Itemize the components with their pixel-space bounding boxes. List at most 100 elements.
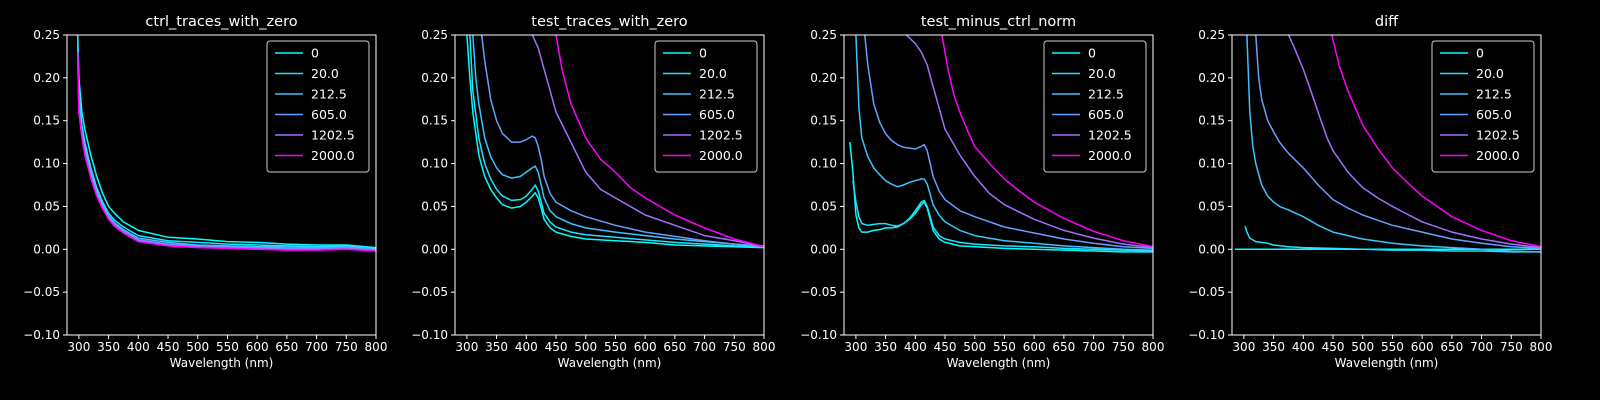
legend-label: 605.0 [1476, 107, 1512, 122]
panel-4: 300 350 400 450 500 550 600 650 700 750 800 −0.10 −0… [1188, 14, 1552, 370]
x-tick-label: 600 [634, 340, 657, 354]
legend-label: 605.0 [1088, 107, 1124, 122]
x-tick-label: 750 [723, 340, 746, 354]
y-tick-label: 0.00 [810, 242, 837, 256]
legend: 0 20.0 212.5 605.0 1202.5 2000.0 [1431, 40, 1535, 173]
series-line-2 [76, 35, 376, 250]
series-line-4 [864, 35, 1153, 250]
y-tick-label: 0.15 [421, 114, 448, 128]
axes-frame [454, 34, 765, 336]
legend-label: 1202.5 [1476, 128, 1520, 143]
x-tick-label: 400 [515, 340, 538, 354]
x-tick-label: 550 [216, 340, 239, 354]
y-tick-label: −0.10 [800, 328, 837, 342]
x-tick-label: 500 [186, 340, 209, 354]
legend-label: 212.5 [699, 87, 735, 102]
y-tick-label: −0.05 [411, 285, 448, 299]
series-line-5 [1287, 35, 1541, 249]
legend-label: 212.5 [1476, 87, 1512, 102]
x-tick-label: 800 [1142, 340, 1165, 354]
x-tick-label: 700 [693, 340, 716, 354]
series-line-1 [76, 35, 376, 249]
series-line-2 [1244, 225, 1541, 253]
x-tick-label: 800 [1530, 340, 1553, 354]
x-tick-label: 450 [934, 340, 957, 354]
y-tick-label: 0.25 [1198, 28, 1225, 42]
legend-label: 2000.0 [311, 148, 355, 163]
x-tick-label: 400 [1292, 340, 1315, 354]
x-tick-label: 450 [157, 340, 180, 354]
series-group [849, 35, 1153, 253]
panel-3: 300 350 400 450 500 550 600 650 700 750 800 −0.10 −0… [800, 14, 1164, 370]
legend-label: 212.5 [311, 87, 347, 102]
y-tick-label: −0.10 [23, 328, 60, 342]
series-line-6 [76, 52, 376, 252]
x-tick-label: 750 [1500, 340, 1523, 354]
series-line-3 [1246, 35, 1541, 253]
x-tick-label: 750 [335, 340, 358, 354]
x-tick-label: 500 [1351, 340, 1374, 354]
legend-label: 2000.0 [1476, 148, 1520, 163]
y-tick-label: 0.00 [421, 242, 448, 256]
x-tick-label: 550 [993, 340, 1016, 354]
x-tick-label: 400 [904, 340, 927, 354]
y-tick-label: 0.05 [33, 199, 60, 213]
legend-label: 2000.0 [1088, 148, 1132, 163]
x-tick-label: 450 [1322, 340, 1345, 354]
chart-title: diff [1375, 14, 1399, 30]
x-axis-label: Wavelength (nm) [1335, 356, 1439, 370]
x-tick-label: 350 [874, 340, 897, 354]
legend-label: 20.0 [1476, 66, 1504, 81]
x-axis-label: Wavelength (nm) [558, 356, 662, 370]
series-line-5 [531, 35, 764, 248]
y-tick-label: 0.05 [421, 199, 448, 213]
x-tick-label: 650 [1440, 340, 1463, 354]
y-tick-label: 0.20 [1198, 71, 1225, 85]
legend-label: 20.0 [699, 66, 727, 81]
legend-label: 605.0 [311, 107, 347, 122]
y-tick-label: 0.15 [1198, 114, 1225, 128]
series-line-3 [472, 35, 764, 247]
axes-frame [843, 34, 1154, 336]
x-tick-label: 350 [1262, 340, 1285, 354]
y-tick-label: 0.20 [810, 71, 837, 85]
y-tick-label: −0.10 [1188, 328, 1225, 342]
x-tick-label: 500 [574, 340, 597, 354]
x-tick-label: 400 [127, 340, 150, 354]
y-tick-label: 0.10 [421, 157, 448, 171]
series-line-4 [1255, 35, 1541, 250]
y-tick-label: 0.20 [33, 71, 60, 85]
y-tick-label: 0.15 [33, 114, 60, 128]
series-line-1 [849, 142, 1153, 253]
y-tick-label: 0.25 [421, 28, 448, 42]
legend-label: 1202.5 [1088, 128, 1132, 143]
series-line-6 [555, 35, 764, 248]
x-tick-label: 650 [275, 340, 298, 354]
legend: 0 20.0 212.5 605.0 1202.5 2000.0 [266, 40, 370, 173]
legend-label: 20.0 [311, 66, 339, 81]
y-tick-label: −0.05 [23, 285, 60, 299]
y-tick-label: 0.10 [33, 157, 60, 171]
x-tick-label: 750 [1112, 340, 1135, 354]
series-group [1235, 35, 1541, 253]
panel-2: 300 350 400 450 500 550 600 650 700 750 800 −0.10 −0… [411, 14, 775, 370]
x-tick-label: 700 [305, 340, 328, 354]
x-tick-label: 700 [1470, 340, 1493, 354]
x-tick-label: 300 [67, 340, 90, 354]
x-tick-label: 700 [1082, 340, 1105, 354]
series-line-6 [941, 35, 1153, 248]
series-group [466, 35, 764, 249]
x-tick-label: 650 [1052, 340, 1075, 354]
y-tick-label: 0.10 [810, 157, 837, 171]
legend-label: 20.0 [1088, 66, 1116, 81]
chart-title: test_minus_ctrl_norm [921, 14, 1076, 30]
series-line-4 [480, 35, 764, 248]
x-tick-label: 600 [1411, 340, 1434, 354]
series-line-6 [1331, 35, 1541, 248]
legend-label: 0 [1476, 46, 1484, 61]
chart-title: ctrl_traces_with_zero [145, 14, 297, 30]
legend-label: 605.0 [699, 107, 735, 122]
y-tick-label: −0.05 [1188, 285, 1225, 299]
x-tick-label: 350 [97, 340, 120, 354]
series-line-1 [466, 35, 764, 249]
